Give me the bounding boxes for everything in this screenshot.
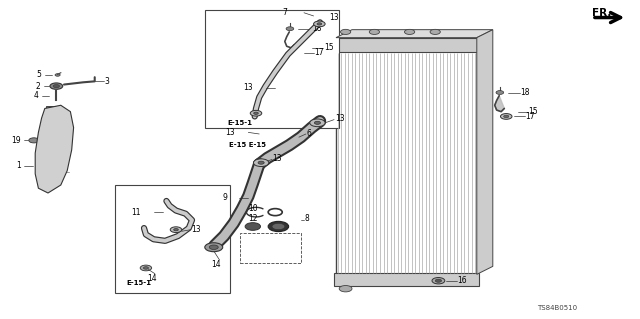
Text: 12: 12 xyxy=(248,214,258,223)
Circle shape xyxy=(170,227,182,233)
Circle shape xyxy=(310,119,325,127)
Text: 5: 5 xyxy=(36,70,42,79)
Circle shape xyxy=(369,29,380,34)
Polygon shape xyxy=(477,30,493,274)
Circle shape xyxy=(209,245,218,249)
Circle shape xyxy=(258,161,264,164)
Circle shape xyxy=(496,91,504,94)
Text: 1: 1 xyxy=(17,161,21,170)
Circle shape xyxy=(245,223,260,230)
Text: 7: 7 xyxy=(282,8,287,17)
Text: E-15 E-15: E-15 E-15 xyxy=(229,142,266,148)
Circle shape xyxy=(339,286,352,292)
Text: 3: 3 xyxy=(104,77,109,86)
Circle shape xyxy=(205,243,223,252)
Polygon shape xyxy=(336,30,493,38)
Circle shape xyxy=(314,21,325,27)
Bar xyxy=(336,51,477,274)
Polygon shape xyxy=(285,32,294,48)
Text: 19: 19 xyxy=(12,136,21,145)
Text: 13: 13 xyxy=(330,13,339,22)
Text: 17: 17 xyxy=(314,48,324,57)
Text: 13: 13 xyxy=(273,154,282,163)
Text: 18: 18 xyxy=(520,88,530,97)
Text: E-15-1: E-15-1 xyxy=(127,280,152,286)
Circle shape xyxy=(340,29,351,34)
Circle shape xyxy=(317,23,322,25)
Circle shape xyxy=(291,50,302,56)
Text: FR.: FR. xyxy=(592,8,611,18)
Circle shape xyxy=(430,29,440,34)
Circle shape xyxy=(173,228,179,231)
Circle shape xyxy=(504,115,509,118)
Text: 15: 15 xyxy=(529,107,538,116)
Circle shape xyxy=(268,221,289,232)
Circle shape xyxy=(435,279,442,282)
Text: 8: 8 xyxy=(305,214,309,223)
Text: 16: 16 xyxy=(458,276,467,285)
Text: 14: 14 xyxy=(211,260,221,269)
Circle shape xyxy=(432,278,445,284)
Bar xyxy=(334,273,479,286)
Text: 13: 13 xyxy=(243,83,253,92)
Text: 11: 11 xyxy=(131,208,141,217)
Text: 6: 6 xyxy=(307,129,312,138)
Bar xyxy=(205,10,339,128)
Bar xyxy=(334,38,479,52)
Circle shape xyxy=(29,138,39,143)
Circle shape xyxy=(55,74,60,76)
Bar xyxy=(46,106,62,110)
Text: TS84B0510: TS84B0510 xyxy=(537,305,577,311)
Text: 13: 13 xyxy=(335,115,344,123)
Circle shape xyxy=(286,27,294,31)
Text: 13: 13 xyxy=(191,225,201,234)
Bar xyxy=(240,233,301,263)
Text: 14: 14 xyxy=(147,274,157,283)
Text: 18: 18 xyxy=(312,24,322,33)
Circle shape xyxy=(272,223,285,230)
Circle shape xyxy=(250,110,262,116)
Text: 2: 2 xyxy=(36,82,40,91)
Circle shape xyxy=(253,159,269,167)
Text: 17: 17 xyxy=(525,112,535,121)
Text: E-15-1: E-15-1 xyxy=(227,120,252,126)
Text: 9: 9 xyxy=(222,193,227,202)
Circle shape xyxy=(500,114,512,119)
Bar xyxy=(115,185,230,293)
Circle shape xyxy=(143,267,148,269)
Circle shape xyxy=(404,29,415,34)
Text: 10: 10 xyxy=(248,204,258,213)
Polygon shape xyxy=(495,96,504,112)
Text: 13: 13 xyxy=(225,128,235,137)
Circle shape xyxy=(50,83,63,89)
Circle shape xyxy=(294,51,299,54)
Text: 15: 15 xyxy=(324,43,333,52)
Polygon shape xyxy=(35,105,74,193)
Circle shape xyxy=(140,265,152,271)
Circle shape xyxy=(53,85,60,88)
Text: 4: 4 xyxy=(33,91,38,100)
Circle shape xyxy=(253,112,259,115)
Circle shape xyxy=(314,121,321,124)
